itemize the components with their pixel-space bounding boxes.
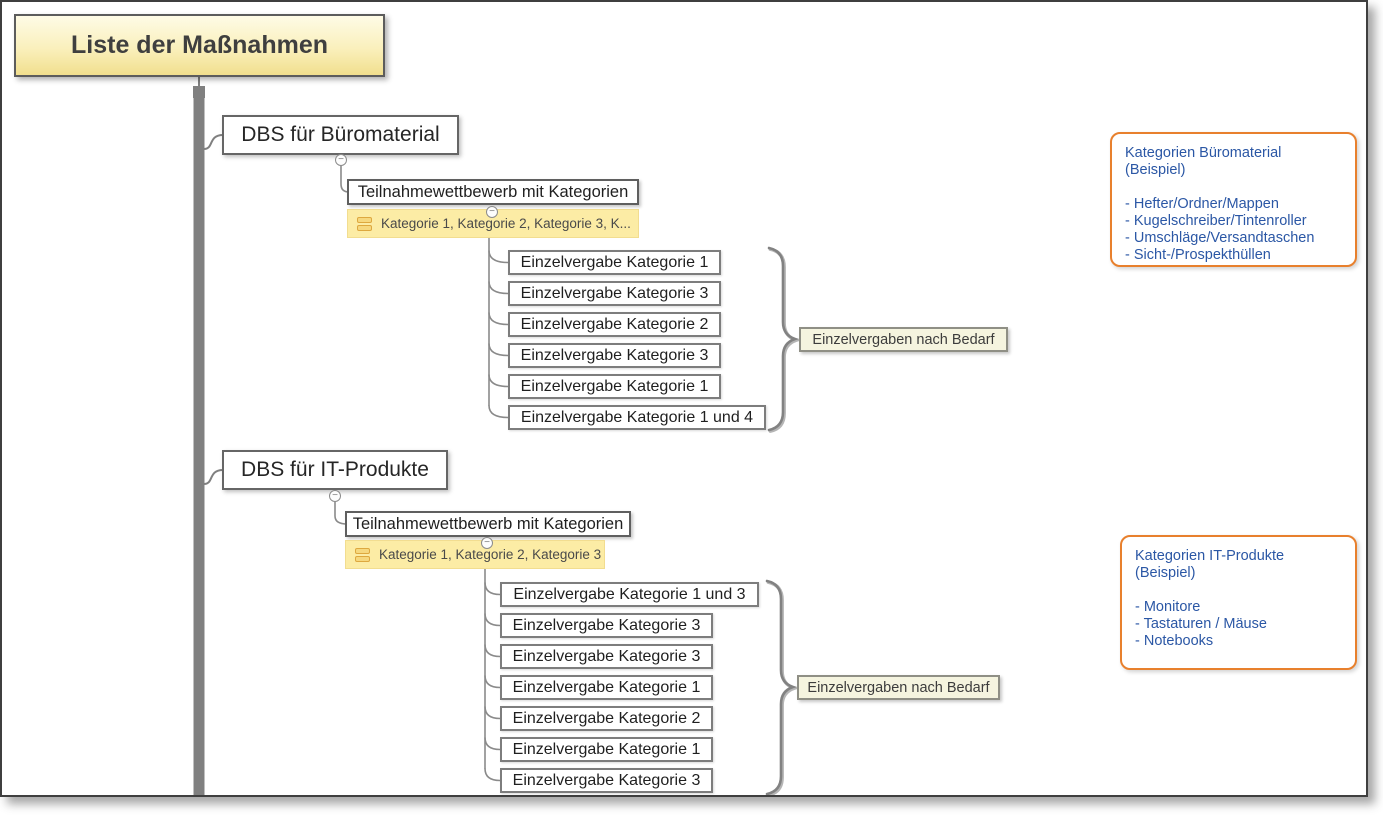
connector-list-1-elbow — [488, 405, 509, 419]
brace-label-2[interactable]: Einzelvergaben nach Bedarf — [797, 675, 1000, 700]
connector-list-2-elbow — [484, 768, 501, 782]
leaf-topic[interactable]: Einzelvergabe Kategorie 1 — [500, 675, 713, 700]
minus-glyph: − — [332, 490, 338, 501]
collapse-icon[interactable]: − — [486, 206, 498, 218]
brace-group-1 — [767, 246, 800, 432]
category-label: Kategorie 1, Kategorie 2, Kategorie 3 — [379, 547, 602, 562]
connector-branch-2 — [203, 469, 224, 485]
connector-list-2-elbow — [484, 613, 501, 627]
note-bueromaterial[interactable]: Kategorien Büromaterial (Beispiel) - Hef… — [1110, 132, 1357, 267]
note-item: - Kugelschreiber/Tintenroller — [1125, 213, 1307, 229]
leaf-topic[interactable]: Einzelvergabe Kategorie 2 — [500, 706, 713, 731]
collapse-icon[interactable]: − — [329, 490, 341, 502]
main-topic-bueromaterial[interactable]: DBS für Büromaterial — [222, 115, 459, 155]
subtopic-label: Teilnahmewettbewerb mit Kategorien — [357, 182, 629, 201]
connector-list-2-elbow — [484, 644, 501, 658]
note-item: - Sicht-/Prospekthüllen — [1125, 247, 1271, 263]
main-topic-label: DBS für Büromaterial — [241, 123, 440, 146]
leaf-label: Einzelvergabe Kategorie 1 — [520, 377, 709, 395]
leaf-label: Einzelvergabe Kategorie 2 — [520, 315, 709, 333]
subtopic-teilnahmewettbewerb-1[interactable]: Teilnahmewettbewerb mit Kategorien — [347, 179, 639, 205]
note-title: Kategorien Büromaterial (Beispiel) — [1125, 145, 1282, 178]
leaf-label: Einzelvergabe Kategorie 1 — [512, 678, 701, 696]
leaf-topic[interactable]: Einzelvergabe Kategorie 3 — [500, 644, 713, 669]
note-item: - Monitore — [1135, 599, 1201, 615]
trunk-line — [193, 90, 205, 795]
category-list-icon — [357, 216, 372, 231]
brace-group-2 — [765, 579, 798, 795]
brace-group-1 — [768, 247, 802, 433]
connector-list-2-elbow — [484, 737, 501, 751]
main-topic-label: DBS für IT-Produkte — [241, 458, 429, 481]
note-it-produkte[interactable]: Kategorien IT-Produkte (Beispiel) - Moni… — [1120, 535, 1357, 670]
collapse-icon[interactable]: − — [481, 537, 493, 549]
leaf-topic[interactable]: Einzelvergabe Kategorie 3 — [508, 343, 721, 368]
main-topic-it-produkte[interactable]: DBS für IT-Produkte — [222, 450, 448, 490]
subtopic-label: Teilnahmewettbewerb mit Kategorien — [352, 514, 624, 533]
minus-glyph: − — [489, 206, 495, 217]
root-topic[interactable]: Liste der Maßnahmen — [14, 14, 385, 77]
trunk-cap — [193, 86, 205, 98]
leaf-topic[interactable]: Einzelvergabe Kategorie 1 — [508, 374, 721, 399]
root-topic-label: Liste der Maßnahmen — [71, 31, 328, 59]
category-list-icon — [355, 547, 370, 562]
minus-glyph: − — [338, 154, 344, 165]
leaf-label: Einzelvergabe Kategorie 3 — [512, 647, 701, 665]
connector-list-1-elbow — [488, 312, 509, 326]
leaf-label: Einzelvergabe Kategorie 1 — [520, 253, 709, 271]
leaf-label: Einzelvergabe Kategorie 3 — [520, 346, 709, 364]
leaf-label: Einzelvergabe Kategorie 3 — [512, 616, 701, 634]
connector-list-1-elbow — [488, 281, 509, 295]
leaf-label: Einzelvergabe Kategorie 1 — [512, 740, 701, 758]
leaf-label: Einzelvergabe Kategorie 1 und 3 — [513, 585, 746, 603]
note-item: - Hefter/Ordner/Mappen — [1125, 196, 1279, 212]
leaf-label: Einzelvergabe Kategorie 2 — [512, 709, 701, 727]
note-item: - Umschläge/Versandtaschen — [1125, 230, 1315, 246]
note-title: Kategorien IT-Produkte (Beispiel) — [1135, 548, 1285, 581]
minus-glyph: − — [484, 537, 490, 548]
leaf-topic[interactable]: Einzelvergabe Kategorie 2 — [508, 312, 721, 337]
leaf-topic[interactable]: Einzelvergabe Kategorie 1 — [508, 250, 721, 275]
category-topic-2[interactable]: Kategorie 1, Kategorie 2, Kategorie 3 — [345, 540, 605, 569]
leaf-label: Einzelvergabe Kategorie 1 und 4 — [520, 408, 754, 426]
note-item: - Notebooks — [1135, 633, 1214, 649]
brace-label-1[interactable]: Einzelvergaben nach Bedarf — [799, 327, 1008, 352]
category-label: Kategorie 1, Kategorie 2, Kategorie 3, K… — [381, 216, 631, 231]
note-item: - Tastaturen / Mäuse — [1135, 616, 1267, 632]
subtopic-teilnahmewettbewerb-2[interactable]: Teilnahmewettbewerb mit Kategorien — [345, 511, 631, 537]
brace-label-text: Einzelvergaben nach Bedarf — [812, 331, 995, 348]
collapse-icon[interactable]: − — [335, 154, 347, 166]
leaf-topic[interactable]: Einzelvergabe Kategorie 3 — [508, 281, 721, 306]
connector-list-1-elbow — [488, 374, 509, 388]
leaf-topic[interactable]: Einzelvergabe Kategorie 3 — [500, 768, 713, 793]
connector-list-1-elbow — [488, 343, 509, 357]
connector-branch-1 — [203, 134, 224, 150]
brace-group-2 — [766, 580, 800, 795]
leaf-label: Einzelvergabe Kategorie 3 — [512, 771, 701, 789]
connector-list-2-elbow — [484, 706, 501, 720]
connector-list-2-elbow — [484, 675, 501, 689]
brace-label-text: Einzelvergaben nach Bedarf — [807, 679, 990, 696]
connector-list-2-elbow — [484, 582, 501, 596]
leaf-label: Einzelvergabe Kategorie 3 — [520, 284, 709, 302]
mindmap-page: Liste der Maßnahmen DBS für Büromaterial… — [0, 0, 1368, 797]
connector-list-1-elbow — [488, 250, 509, 264]
leaf-topic[interactable]: Einzelvergabe Kategorie 1 — [500, 737, 713, 762]
leaf-topic[interactable]: Einzelvergabe Kategorie 3 — [500, 613, 713, 638]
leaf-topic[interactable]: Einzelvergabe Kategorie 1 und 3 — [500, 582, 759, 607]
leaf-topic[interactable]: Einzelvergabe Kategorie 1 und 4 — [508, 405, 766, 430]
